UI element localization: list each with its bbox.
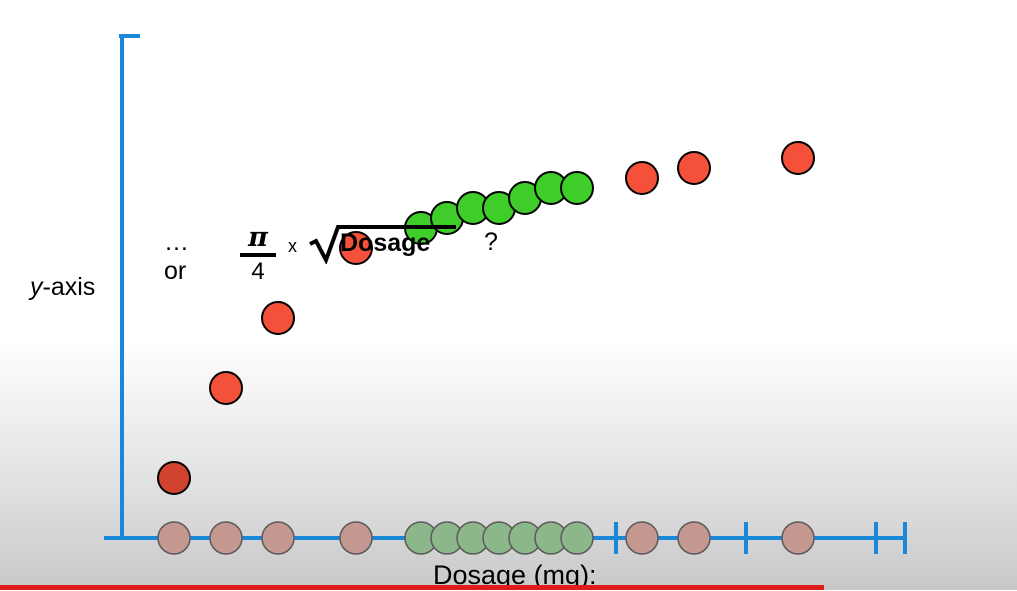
data-point-red <box>677 151 711 185</box>
y-axis-label-var: y <box>30 273 43 301</box>
projected-points <box>157 521 815 555</box>
y-axis-label-rest: -axis <box>42 273 96 301</box>
data-point-red <box>339 231 373 265</box>
formula-fraction: π 4 <box>240 224 276 285</box>
formula-lead: …or <box>164 228 189 285</box>
data-point-red <box>261 301 295 335</box>
data-point-dark-red <box>157 461 191 495</box>
data-point-green <box>560 171 594 205</box>
formula-denominator: 4 <box>251 258 265 285</box>
formula-times: x <box>288 236 297 256</box>
projected-point <box>781 521 815 555</box>
square-root-sign <box>309 225 456 264</box>
data-points <box>157 141 815 495</box>
formula-radicand: Dosage <box>340 229 431 257</box>
data-point-red <box>209 371 243 405</box>
data-point-red <box>625 161 659 195</box>
projected-point <box>677 521 711 555</box>
progress-played <box>0 585 824 590</box>
data-point-red <box>781 141 815 175</box>
projected-point <box>560 521 594 555</box>
projected-point <box>339 521 373 555</box>
video-progress-bar[interactable] <box>0 585 1017 590</box>
fraction-bar <box>240 253 276 257</box>
formula-numerator: π <box>248 222 268 253</box>
formula-question: ? <box>484 228 498 256</box>
projected-point <box>261 521 295 555</box>
projected-point <box>209 521 243 555</box>
projected-point <box>625 521 659 555</box>
projected-point <box>157 521 191 555</box>
y-axis-label: y-axis <box>30 273 95 302</box>
